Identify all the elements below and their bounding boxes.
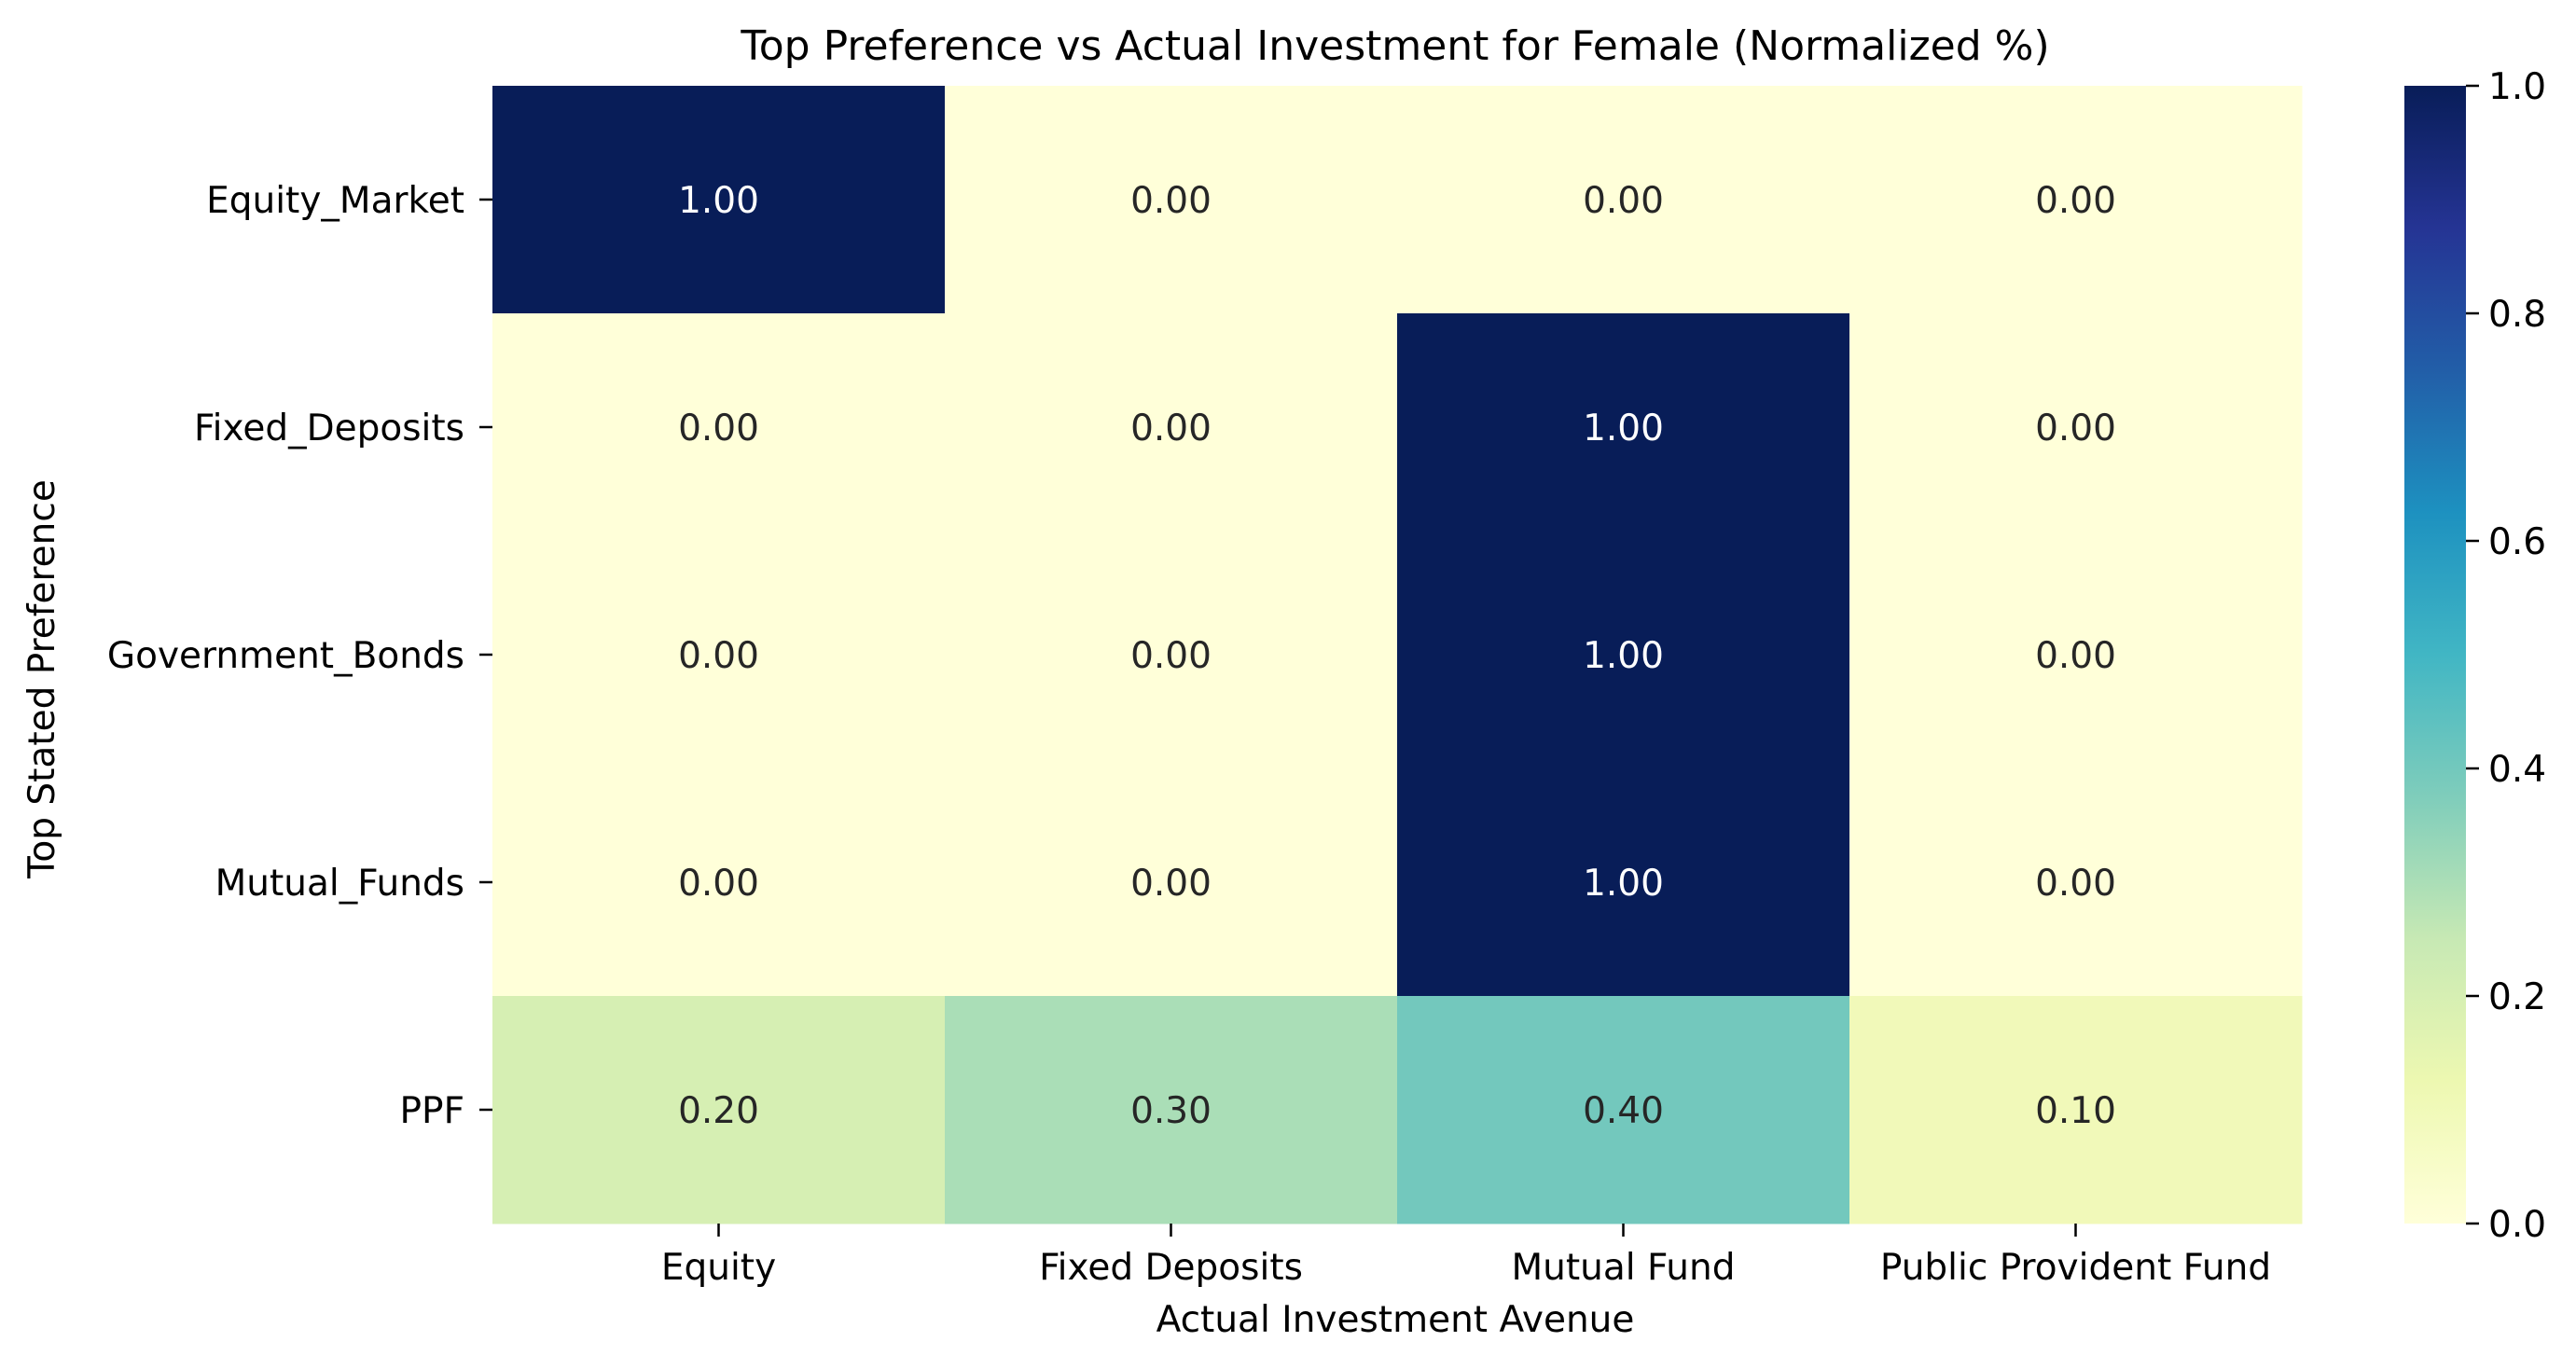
cell-value-label: 0.00: [1130, 635, 1212, 677]
y-tick-label-ppf: PPF: [400, 1090, 464, 1132]
heatmap-cell-equity-market-mutual-fund: [1397, 86, 1850, 314]
cell-value-label: 0.00: [678, 863, 759, 905]
heatmap-cell-government-bonds-mutual-fund: [1397, 541, 1850, 769]
heatmap-cell-ppf-fixed-deposits: [945, 996, 1398, 1224]
colorbar-tick-label: 0.6: [2488, 521, 2546, 563]
cell-value-label: 0.00: [1130, 408, 1212, 449]
x-axis: Equity Fixed Deposits Mutual Fund Public Pr…: [661, 1224, 2271, 1289]
heatmap-cell-fixed-deposits-fixed-deposits: [945, 313, 1398, 542]
colorbar-tick-label: 0.4: [2488, 749, 2546, 791]
heatmap-cell-mutual-funds-public-provident-fund: [1849, 768, 2303, 997]
cell-value-label: 0.00: [2035, 408, 2116, 449]
heatmap-cell-mutual-funds-equity: [492, 768, 946, 997]
heatmap-cell-ppf-equity: [492, 996, 946, 1224]
heatmap-cells: [492, 86, 2303, 1224]
cell-value-label: 0.00: [678, 408, 759, 449]
cell-value-label: 0.00: [1583, 180, 1664, 222]
colorbar-tick-label: 0.2: [2488, 976, 2546, 1018]
colorbar-tick-label: 0.0: [2488, 1204, 2546, 1246]
cell-value-label: 0.00: [1130, 863, 1212, 905]
y-tick-label-government-bonds: Government_Bonds: [107, 635, 464, 677]
heatmap-cell-equity-market-equity: [492, 86, 946, 314]
colorbar-tick-label: 0.8: [2488, 294, 2546, 336]
cell-value-label: 0.30: [1130, 1090, 1212, 1132]
chart-title: Top Preference vs Actual Investment for …: [740, 22, 2049, 70]
cell-value-label: 0.10: [2035, 1090, 2116, 1132]
colorbar-gradient: [2404, 86, 2466, 1224]
x-tick-label-public-provident-fund: Public Provident Fund: [1880, 1247, 2271, 1289]
heatmap-cell-fixed-deposits-public-provident-fund: [1849, 313, 2303, 542]
x-axis-label: Actual Investment Avenue: [1156, 1299, 1635, 1341]
y-tick-label-fixed-deposits: Fixed_Deposits: [194, 408, 464, 449]
heatmap-cell-equity-market-fixed-deposits: [945, 86, 1398, 314]
heatmap-cell-ppf-public-provident-fund: [1849, 996, 2303, 1224]
x-tick-label-fixed-deposits: Fixed Deposits: [1039, 1247, 1303, 1289]
heatmap-cell-government-bonds-equity: [492, 541, 946, 769]
cell-value-label: 1.00: [678, 180, 759, 222]
x-tick-label-equity: Equity: [661, 1247, 776, 1289]
heatmap-cell-labels: 1.00 0.00 0.00 0.00 0.00 0.00 1.00 0.00 0.00 0.00…: [678, 180, 2116, 1132]
y-axis: Equity_Market Fixed_Deposits Government_Bo…: [107, 180, 492, 1132]
y-tick-label-equity-market: Equity_Market: [206, 180, 464, 222]
cell-value-label: 1.00: [1583, 863, 1664, 905]
heatmap-cell-fixed-deposits-equity: [492, 313, 946, 542]
cell-value-label: 1.00: [1583, 635, 1664, 677]
heatmap-cell-ppf-mutual-fund: [1397, 996, 1850, 1224]
heatmap-cell-equity-market-public-provident-fund: [1849, 86, 2303, 314]
cell-value-label: 0.20: [678, 1090, 759, 1132]
cell-value-label: 0.00: [678, 635, 759, 677]
cell-value-label: 0.00: [2035, 635, 2116, 677]
colorbar-tick-label: 1.0: [2488, 66, 2546, 108]
cell-value-label: 0.00: [2035, 180, 2116, 222]
cell-value-label: 0.40: [1583, 1090, 1664, 1132]
heatmap-cell-government-bonds-public-provident-fund: [1849, 541, 2303, 769]
colorbar: 0.0 0.2 0.4 0.6 0.8 1.0: [2404, 66, 2546, 1246]
heatmap-cell-mutual-funds-fixed-deposits: [945, 768, 1398, 997]
heatmap-cell-mutual-funds-mutual-fund: [1397, 768, 1850, 997]
y-tick-label-mutual-funds: Mutual_Funds: [215, 863, 464, 905]
heatmap-cell-government-bonds-fixed-deposits: [945, 541, 1398, 769]
x-tick-label-mutual-fund: Mutual Fund: [1512, 1247, 1736, 1289]
cell-value-label: 0.00: [1130, 180, 1212, 222]
cell-value-label: 0.00: [2035, 863, 2116, 905]
y-axis-label: Top Stated Preference: [21, 479, 63, 879]
cell-value-label: 1.00: [1583, 408, 1664, 449]
heatmap-cell-fixed-deposits-mutual-fund: [1397, 313, 1850, 542]
